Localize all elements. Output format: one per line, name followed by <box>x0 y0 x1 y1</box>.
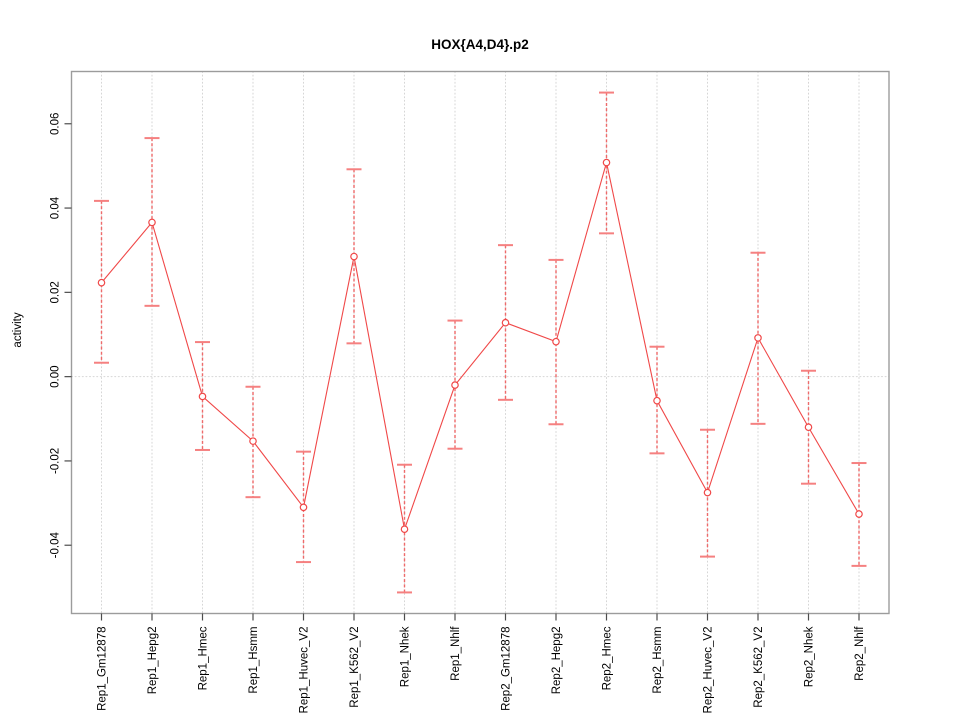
y-tick-label: 0.04 <box>50 196 62 219</box>
data-point-marker <box>653 396 661 405</box>
data-point-marker <box>855 510 863 518</box>
x-tick-label: Rep1_Huvec_V2 <box>299 627 311 714</box>
data-point-marker <box>148 218 156 227</box>
y-tick-label: -0.02 <box>50 448 62 474</box>
data-point-marker <box>703 488 712 497</box>
x-tick-label: Rep2_Hmec <box>602 626 614 690</box>
data-point-marker <box>400 525 409 534</box>
data-point-marker <box>249 437 257 445</box>
data-point-marker <box>552 337 560 346</box>
data-point-marker <box>804 423 813 432</box>
x-tick-label: Rep1_Hepg2 <box>147 627 159 695</box>
plot-box <box>70 70 890 615</box>
y-tick-label: 0.06 <box>50 113 62 135</box>
x-tick-label: Rep1_Hmec <box>198 626 210 690</box>
data-point-marker <box>299 503 308 512</box>
y-tick-label: -0.04 <box>50 532 62 559</box>
x-tick-label: Rep2_Nhlf <box>854 626 866 681</box>
x-tick-label: Rep1_Nhek <box>400 626 412 687</box>
chart-title: HOX{A4,D4}.p2 <box>431 37 529 52</box>
data-point-marker <box>602 158 611 167</box>
y-axis-label: activity <box>12 312 24 347</box>
x-tick-label: Rep2_Nhek <box>804 626 816 687</box>
x-tick-label: Rep2_Hsmm <box>652 627 664 694</box>
data-point-marker <box>501 318 510 327</box>
x-tick-label: Rep1_Gm12878 <box>97 627 109 711</box>
x-tick-label: Rep2_Hepg2 <box>551 627 563 695</box>
x-tick-label: Rep1_Hsmm <box>248 627 260 694</box>
y-tick-label: 0.00 <box>50 365 62 387</box>
x-tick-label: Rep1_K562_V2 <box>349 627 361 708</box>
data-point-marker <box>754 334 762 342</box>
y-tick-label: 0.02 <box>50 281 62 303</box>
x-tick-label: Rep2_K562_V2 <box>753 627 765 708</box>
data-point-marker <box>97 278 106 287</box>
x-tick-label: Rep1_Nhlf <box>450 626 462 681</box>
x-tick-label: Rep2_Gm12878 <box>501 627 513 711</box>
chart-plot-area: 0.06 0.04 0.02 0.00 -0.02 -0.04 Rep1_Gm12878 Re… <box>50 70 890 714</box>
x-tick-label: Rep2_Huvec_V2 <box>703 627 715 714</box>
data-point-marker <box>451 381 459 389</box>
data-point-marker <box>350 252 358 261</box>
series-line <box>101 162 860 532</box>
data-point-marker <box>198 392 207 401</box>
